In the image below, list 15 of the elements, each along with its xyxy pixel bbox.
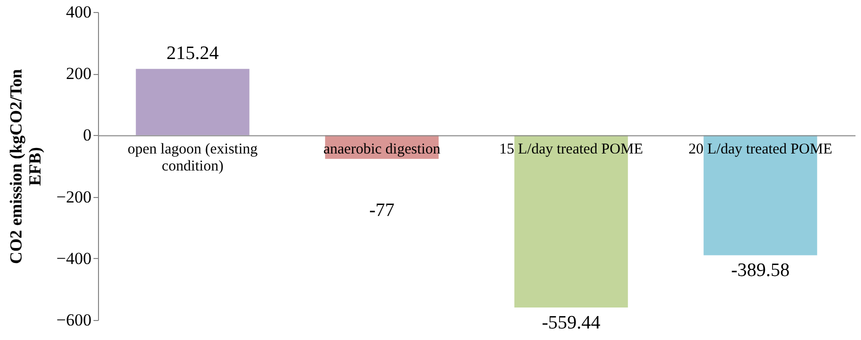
y-tick-label: 200 xyxy=(66,64,92,84)
y-tick-label: −400 xyxy=(56,248,92,268)
x-tick-label: 15 L/day treated POME xyxy=(499,142,643,158)
x-tick-label: 20 L/day treated POME xyxy=(688,142,832,158)
data-label: 215.24 xyxy=(166,42,220,64)
y-tick-label: −600 xyxy=(56,310,92,330)
y-tick-label: 400 xyxy=(66,2,92,22)
data-label: -559.44 xyxy=(542,312,601,334)
y-tick-label: 0 xyxy=(83,126,92,145)
y-axis-title: CO2 emission (kgCO2/Ton EFB) xyxy=(6,68,44,264)
data-label: -389.58 xyxy=(731,260,790,282)
x-tick-label: open lagoon (existing condition) xyxy=(128,142,258,175)
x-tick-label: anaerobic digestion xyxy=(323,142,441,158)
data-label: -77 xyxy=(369,200,395,221)
y-tick-label: −200 xyxy=(56,187,92,206)
